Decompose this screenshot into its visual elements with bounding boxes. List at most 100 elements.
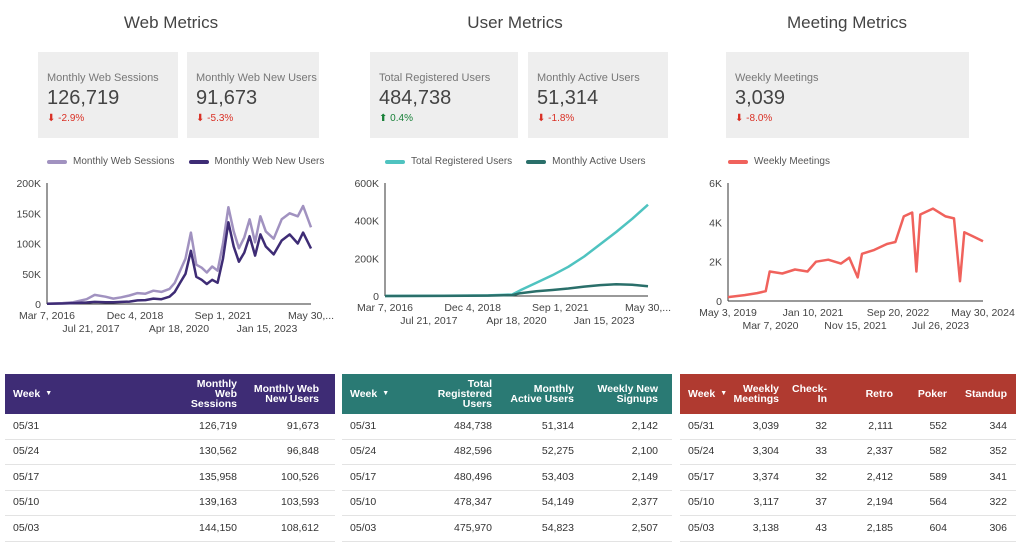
table-cell: 589 (929, 470, 947, 483)
table-cell: 306 (989, 521, 1007, 534)
legend-item[interactable]: Total Registered Users (385, 156, 512, 167)
column-header[interactable]: Monthly Active Users (510, 383, 574, 405)
legend-item[interactable]: Monthly Active Users (526, 156, 646, 167)
table-row: 05/24 130,562 96,848 (5, 440, 335, 465)
kpi-card-monthly-active: Monthly Active Users 51,314 ⬇ -1.8% (528, 52, 668, 138)
table-cell: 478,347 (454, 496, 492, 509)
kpi-delta: ⬇ -8.0% (735, 113, 773, 124)
table-cell: 135,958 (199, 470, 237, 483)
meeting-metrics-table: Week ▼ Weekly Meetings Check-In Retro Poker St… (680, 374, 1016, 542)
table-cell: 552 (929, 419, 947, 432)
column-header[interactable]: Total Registered Users (437, 378, 492, 410)
table-cell: 352 (989, 445, 1007, 458)
series-line (46, 221, 313, 306)
sort-down-icon[interactable]: ▼ (45, 390, 53, 398)
x-tick-label: Jul 26, 2023 (912, 320, 969, 332)
table-cell: 32 (815, 470, 827, 483)
series-line (46, 204, 313, 305)
y-tick-label: 100K (16, 239, 41, 251)
legend-swatch (526, 159, 547, 164)
column-header[interactable]: Check-In (791, 383, 827, 405)
table-row: 05/03 475,970 54,823 2,507 (342, 516, 672, 542)
table-cell: 05/31 (688, 419, 715, 432)
table-cell: 2,111 (868, 419, 893, 432)
column-header[interactable]: Weekly New Signups (597, 383, 658, 405)
table-cell: 43 (815, 521, 827, 534)
table-row: 05/10 139,163 103,593 (5, 491, 335, 516)
arrow-down-icon: ⬇ (196, 113, 205, 124)
column-header[interactable]: Poker (917, 388, 947, 400)
series-line (384, 203, 649, 298)
table-cell: 05/10 (688, 496, 715, 509)
sort-down-icon[interactable]: ▼ (720, 390, 728, 398)
table-row: 05/17 480,496 53,403 2,149 (342, 465, 672, 491)
column-header[interactable]: Week ▼ (350, 387, 390, 400)
x-tick-label: May 3, 2019 (699, 307, 757, 319)
column-header[interactable]: Week ▼ (13, 387, 53, 400)
column-header[interactable]: Standup (965, 388, 1007, 400)
x-tick-label: Sep 1, 2021 (532, 302, 589, 314)
table-cell: 2,100 (631, 445, 658, 458)
column-header[interactable]: Week ▼ (688, 387, 728, 400)
table-cell: 480,496 (454, 470, 492, 483)
legend-item[interactable]: Monthly Web Sessions (47, 156, 175, 167)
kpi-label: Monthly Active Users (537, 72, 640, 84)
table-cell: 103,593 (281, 496, 319, 509)
x-tick-label: Mar 7, 2016 (19, 310, 75, 322)
table-cell: 341 (989, 470, 1007, 483)
table-cell: 52,275 (541, 445, 574, 458)
series-line (384, 283, 649, 298)
sort-down-icon[interactable]: ▼ (382, 390, 390, 398)
table-row: 05/17 3,374 32 2,412 589 341 (680, 465, 1016, 491)
table-cell: 322 (989, 496, 1007, 509)
y-tick-label: 0 (35, 299, 41, 311)
arrow-down-icon: ⬇ (537, 113, 546, 124)
legend-swatch (188, 159, 209, 164)
meeting-chart-legend: Weekly Meetings (728, 156, 830, 167)
x-tick-label: Jan 10, 2021 (783, 307, 844, 319)
table-cell: 05/03 (688, 521, 715, 534)
kpi-value: 51,314 (537, 87, 599, 109)
table-cell: 91,673 (286, 419, 319, 432)
column-header[interactable]: Retro (865, 388, 893, 400)
y-tick-label: 200K (354, 253, 379, 265)
table-cell: 05/17 (688, 470, 715, 483)
table-cell: 144,150 (199, 521, 237, 534)
x-tick-label: Mar 7, 2016 (357, 302, 413, 314)
legend-swatch (385, 159, 405, 164)
kpi-delta: ⬇ -2.9% (47, 113, 85, 124)
table-cell: 484,738 (454, 419, 492, 432)
kpi-value: 91,673 (196, 87, 258, 109)
table-cell: 130,562 (199, 445, 237, 458)
table-row: 05/24 482,596 52,275 2,100 (342, 440, 672, 465)
table-cell: 108,612 (281, 521, 319, 534)
x-tick-label: May 30, 2024 (951, 307, 1015, 319)
table-cell: 05/17 (13, 470, 40, 483)
kpi-delta: ⬇ -5.3% (196, 113, 234, 124)
legend-swatch (47, 159, 67, 164)
y-tick-label: 0 (373, 291, 379, 303)
table-header: Week ▼ Weekly Meetings Check-In Retro Poker St… (680, 374, 1016, 414)
table-cell: 2,149 (631, 470, 658, 483)
table-cell: 53,403 (541, 470, 574, 483)
column-header[interactable]: Weekly Meetings (733, 383, 779, 405)
kpi-card-weekly-meetings: Weekly Meetings 3,039 ⬇ -8.0% (726, 52, 969, 138)
table-row: 05/24 3,304 33 2,337 582 352 (680, 440, 1016, 465)
kpi-label: Weekly Meetings (735, 72, 819, 84)
x-tick-label: Nov 15, 2021 (824, 320, 887, 332)
table-cell: 2,185 (866, 521, 893, 534)
x-tick-label: May 30,... (625, 302, 671, 314)
table-cell: 05/17 (350, 470, 377, 483)
table-cell: 37 (815, 496, 827, 509)
web-chart-legend: Monthly Web Sessions Monthly Web New Use… (47, 156, 324, 167)
column-header[interactable]: Monthly Web New Users (253, 383, 319, 405)
legend-item[interactable]: Monthly Web New Users (188, 156, 324, 167)
column-header[interactable]: Monthly Web Sessions (190, 378, 237, 410)
legend-item[interactable]: Weekly Meetings (728, 156, 830, 167)
table-cell: 475,970 (454, 521, 492, 534)
table-cell: 05/31 (350, 419, 377, 432)
kpi-delta: ⬇ -1.8% (537, 113, 575, 124)
y-tick-label: 400K (354, 216, 379, 228)
y-tick-label: 2K (709, 257, 722, 269)
table-cell: 54,823 (541, 521, 574, 534)
